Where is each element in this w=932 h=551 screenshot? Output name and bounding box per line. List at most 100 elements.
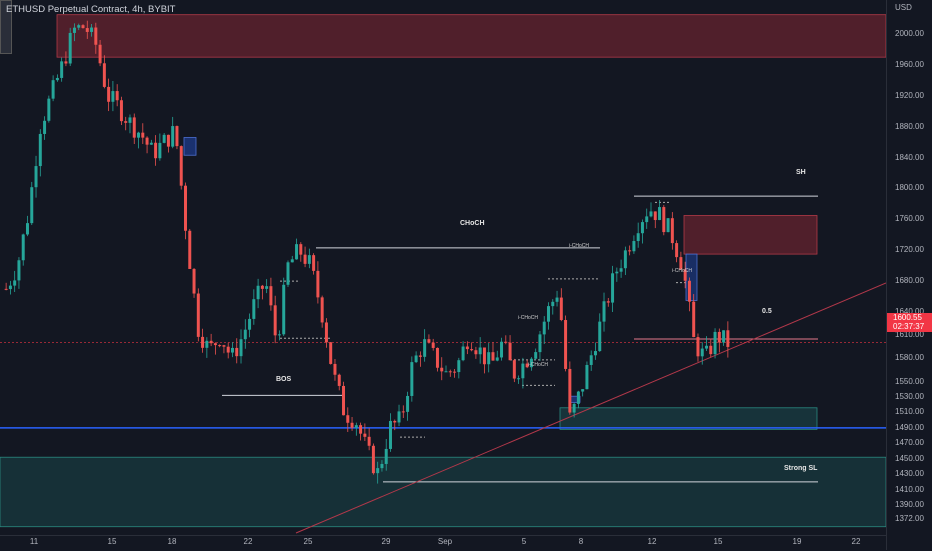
candle [380, 463, 384, 469]
candle [576, 391, 580, 404]
candle [34, 166, 38, 188]
candle [508, 342, 512, 361]
price-tick: 1470.00 [895, 438, 924, 448]
candle [239, 339, 243, 357]
candle [435, 347, 439, 368]
time-tick: 11 [29, 537, 39, 546]
candle [4, 288, 8, 290]
time-tick: 15 [107, 537, 117, 546]
candle [636, 233, 640, 242]
current-price-tag: 1600.55 02:37:37 [887, 313, 932, 332]
candle [137, 132, 141, 138]
demand-zone-big [0, 456, 886, 528]
candle [406, 395, 410, 412]
time-axis[interactable]: 11 15 18 22 25 29 Sep 5 8 12 15 19 22 [0, 535, 886, 551]
candle [632, 241, 636, 252]
candle [196, 293, 200, 337]
candle [8, 285, 12, 290]
candle [687, 280, 691, 302]
candle [359, 425, 363, 434]
candle [623, 250, 627, 269]
candle [64, 61, 68, 64]
order-block [183, 137, 197, 156]
candle [722, 330, 726, 343]
candle [260, 285, 264, 289]
candle [410, 362, 414, 396]
candle [184, 185, 187, 231]
candle [551, 301, 555, 307]
price-tick: 1800.00 [895, 183, 924, 193]
candle [534, 352, 538, 359]
price-tick: 1610.00 [895, 330, 924, 340]
candle [342, 385, 346, 416]
candle [248, 318, 252, 330]
candle [679, 257, 683, 270]
candle [538, 334, 542, 353]
candle [572, 403, 576, 413]
candle [256, 285, 260, 300]
price-tick: 1372.00 [895, 514, 924, 523]
candle [98, 44, 102, 64]
candle [615, 271, 619, 274]
bos-label: BOS [276, 376, 292, 383]
time-tick: 8 [578, 537, 584, 546]
candle [316, 270, 320, 298]
candle [102, 63, 106, 87]
supply-zone [56, 14, 886, 58]
candle [423, 339, 427, 357]
candle [81, 25, 85, 29]
candle [683, 269, 687, 281]
candle [320, 297, 324, 323]
candle [141, 132, 145, 138]
candle [529, 358, 533, 368]
candle [149, 142, 153, 145]
scroll-handle[interactable] [0, 0, 12, 54]
candle [512, 360, 516, 379]
candle [209, 340, 213, 344]
chart-area[interactable]: ETHUSD Perpetual Contract, 4h, BYBIT BOS… [0, 0, 886, 535]
price-tick: 1720.00 [895, 245, 924, 255]
candle [640, 222, 644, 234]
candle [371, 445, 375, 474]
candle [384, 448, 388, 464]
candle [243, 329, 247, 340]
candle [470, 349, 474, 351]
candle [444, 371, 448, 373]
candle [286, 262, 290, 285]
current-price: 1600.55 [893, 313, 922, 322]
price-axis[interactable]: USD 2000.00 1960.00 1920.00 1880.00 1840.00 1… [886, 0, 932, 550]
candle [51, 80, 55, 99]
ichoch-label: i-CHoCH [518, 315, 538, 321]
candle [453, 371, 457, 373]
candle [25, 223, 29, 235]
candle [47, 98, 51, 121]
time-tick: Sep [437, 537, 453, 546]
price-tick: 1450.00 [895, 453, 924, 463]
candle [465, 346, 469, 350]
price-tick: 1920.00 [895, 90, 924, 100]
candle [128, 117, 132, 123]
price-tick: 2000.00 [895, 29, 924, 38]
candle [290, 259, 294, 263]
candle [367, 436, 371, 446]
candle [593, 351, 597, 356]
candle [171, 126, 175, 147]
candle [670, 218, 674, 244]
candle [628, 250, 632, 252]
candle [218, 345, 222, 347]
candle [564, 320, 568, 369]
price-tick: 1640.00 [895, 307, 924, 317]
bar-countdown: 02:37:37 [893, 322, 925, 331]
candle [94, 27, 98, 45]
candle [17, 260, 21, 281]
candle [649, 211, 653, 217]
trendline [295, 282, 886, 534]
demand-zone [559, 407, 818, 430]
ichoch-label: i-CHoCH [569, 243, 589, 249]
candle [363, 433, 367, 437]
candle [350, 422, 354, 428]
candle [30, 187, 34, 224]
price-chart[interactable] [0, 0, 886, 535]
candle [90, 27, 94, 32]
candle [414, 355, 418, 363]
